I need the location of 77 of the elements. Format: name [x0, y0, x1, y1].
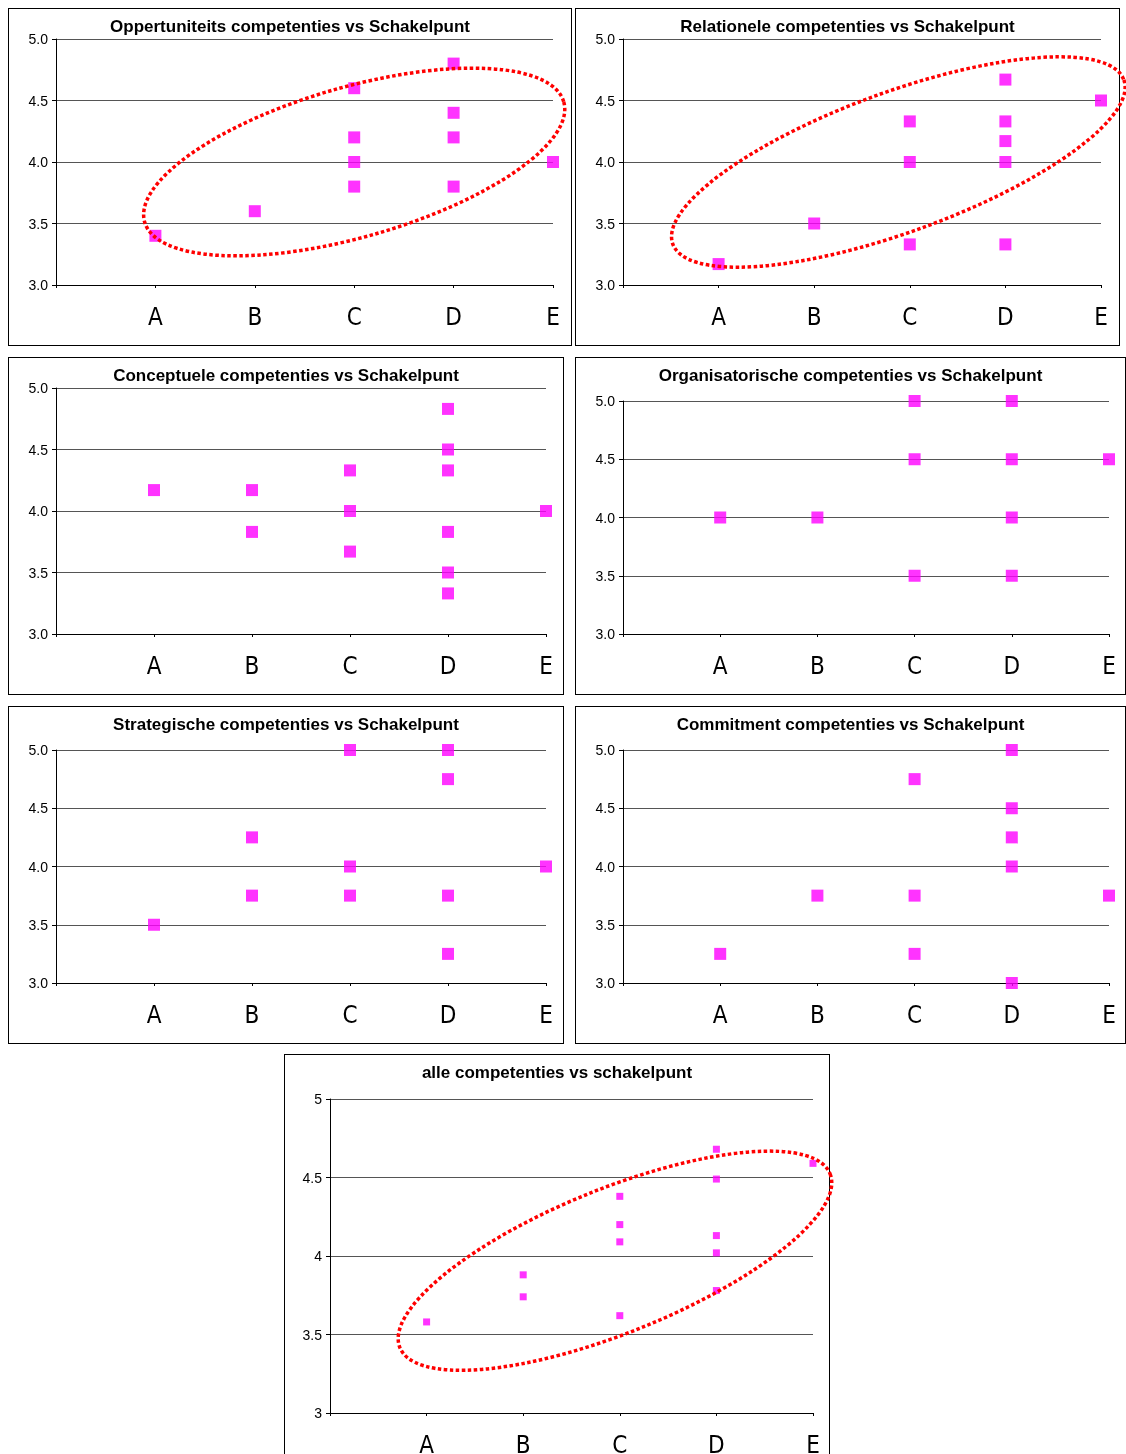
- x-tick-label: D: [439, 1001, 457, 1029]
- y-tick-label: 3.5: [28, 215, 49, 232]
- x-tick-label: E: [539, 652, 553, 680]
- x-tick-label: B: [244, 652, 260, 680]
- y-tick-label: 5.0: [595, 31, 616, 47]
- y-tick-label: 5: [314, 1091, 323, 1107]
- chart-title: Strategische competenties vs Schakelpunt: [113, 715, 460, 734]
- y-tick-label: 4.0: [28, 503, 49, 519]
- x-tick-label: B: [809, 1001, 825, 1029]
- y-tick-label: 4.5: [28, 441, 49, 458]
- x-tick-label: A: [712, 652, 728, 680]
- x-tick-label: D: [997, 303, 1014, 331]
- x-tick-label: D: [1003, 1001, 1021, 1029]
- chart-title: Conceptuele competenties vs Schakelpunt: [113, 366, 460, 385]
- y-tick-label: 3.5: [28, 564, 49, 581]
- x-tick-label: A: [711, 303, 727, 331]
- x-tick-label: C: [342, 1001, 358, 1029]
- x-tick-label: E: [539, 1001, 553, 1029]
- x-tick-label: D: [708, 1431, 725, 1454]
- x-tick-label: A: [148, 303, 164, 331]
- x-tick-label: D: [1003, 652, 1021, 680]
- y-tick-label: 5.0: [595, 393, 616, 409]
- x-tick-label: E: [806, 1431, 820, 1454]
- x-tick-label: C: [902, 303, 918, 331]
- y-tick-label: 4.0: [595, 858, 616, 875]
- x-tick-label: A: [146, 1001, 162, 1029]
- x-tick-label: D: [445, 303, 462, 331]
- x-tick-label: D: [439, 652, 457, 680]
- y-tick-label: 3.0: [595, 277, 616, 293]
- y-tick-label: 3.5: [595, 916, 616, 933]
- y-tick-label: 3.0: [595, 626, 616, 642]
- x-tick-label: A: [712, 1001, 728, 1029]
- x-tick-label: B: [809, 652, 825, 680]
- x-tick-label: B: [247, 303, 263, 331]
- y-tick-label: 4.0: [595, 509, 616, 526]
- x-tick-label: B: [244, 1001, 260, 1029]
- y-tick-label: 5.0: [595, 742, 616, 758]
- chart-title: Relationele competenties vs Schakelpunt: [680, 17, 1016, 36]
- x-tick-label: E: [1094, 303, 1108, 331]
- x-tick-label: B: [515, 1431, 531, 1454]
- x-tick-label: E: [546, 303, 560, 331]
- x-tick-label: E: [1102, 1001, 1116, 1029]
- x-tick-label: C: [907, 652, 923, 680]
- y-tick-label: 5.0: [28, 380, 49, 396]
- y-tick-label: 4.5: [595, 800, 616, 817]
- x-tick-label: C: [612, 1431, 628, 1454]
- y-tick-label: 3.0: [28, 277, 49, 293]
- chart-title: Organisatorische competenties vs Schakelpunt: [658, 366, 1043, 385]
- x-tick-label: E: [1102, 652, 1116, 680]
- y-tick-label: 3.0: [28, 975, 49, 991]
- y-tick-label: 3.5: [28, 916, 49, 933]
- x-tick-label: C: [346, 303, 362, 331]
- y-tick-label: 4.5: [28, 800, 49, 817]
- y-tick-label: 4.5: [595, 451, 616, 468]
- y-tick-label: 4.0: [28, 858, 49, 875]
- x-tick-label: C: [342, 652, 358, 680]
- y-tick-label: 3.5: [302, 1326, 323, 1343]
- x-tick-label: C: [907, 1001, 923, 1029]
- y-tick-label: 3: [314, 1405, 323, 1421]
- y-tick-label: 4.5: [302, 1169, 323, 1186]
- x-tick-label: A: [419, 1431, 435, 1454]
- y-tick-label: 3.5: [595, 567, 616, 584]
- chart-title: alle competenties vs schakelpunt: [421, 1063, 693, 1082]
- chart-title: Commitment competenties vs Schakelpunt: [676, 715, 1025, 734]
- y-tick-label: 3.5: [595, 215, 616, 232]
- chart-title: Oppertuniteits competenties vs Schakelpunt: [110, 17, 471, 36]
- y-tick-label: 5.0: [28, 31, 49, 47]
- y-tick-label: 4: [314, 1248, 323, 1264]
- y-tick-label: 4.5: [595, 92, 616, 109]
- y-tick-label: 5.0: [28, 742, 49, 758]
- y-tick-label: 4.0: [28, 154, 49, 170]
- y-tick-label: 3.0: [28, 626, 49, 642]
- x-tick-label: A: [146, 652, 162, 680]
- y-tick-label: 3.0: [595, 975, 616, 991]
- y-tick-label: 4.0: [595, 154, 616, 170]
- y-tick-label: 4.5: [28, 92, 49, 109]
- x-tick-label: B: [806, 303, 822, 331]
